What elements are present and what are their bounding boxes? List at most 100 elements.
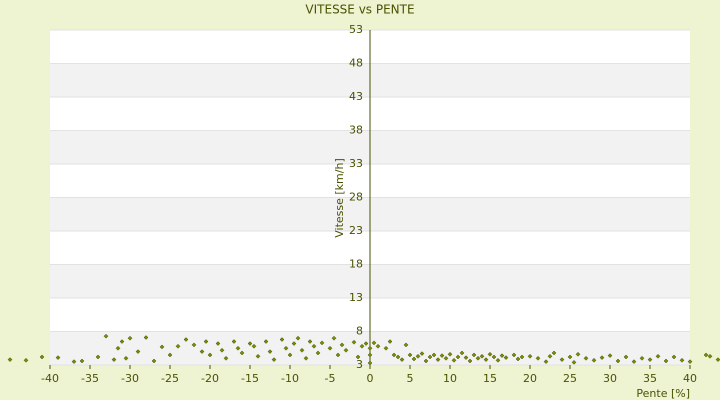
x-tick-label: -5 [325, 372, 336, 385]
point [623, 354, 629, 360]
point [55, 355, 61, 360]
x-tick-label: 15 [483, 372, 497, 385]
point [551, 350, 557, 356]
point [23, 357, 29, 363]
point [663, 358, 669, 364]
chart-title: VITESSE vs PENTE [305, 3, 414, 17]
point [567, 354, 573, 360]
point [519, 354, 525, 360]
point [263, 339, 269, 344]
point [571, 359, 577, 365]
point [395, 354, 401, 360]
x-tick-label: -25 [161, 372, 179, 385]
point [383, 345, 389, 351]
x-tick-label: 5 [407, 372, 414, 385]
point [415, 353, 421, 359]
point [479, 353, 485, 359]
point [655, 353, 661, 359]
point [375, 343, 381, 349]
point [615, 358, 621, 364]
point [299, 347, 305, 353]
point [403, 342, 409, 348]
point [459, 350, 465, 356]
point [315, 350, 321, 356]
point [231, 339, 237, 344]
point [715, 357, 720, 362]
point [463, 355, 469, 360]
x-tick-label: 20 [523, 372, 537, 385]
x-tick-label: 30 [603, 372, 617, 385]
point [639, 355, 645, 361]
x-tick-label: 25 [563, 372, 577, 385]
point [495, 357, 501, 363]
point [143, 335, 149, 340]
y-tick-label: 38 [349, 124, 363, 137]
point [455, 354, 461, 360]
point [527, 353, 533, 359]
point [535, 355, 541, 361]
point [151, 358, 157, 364]
point [267, 349, 273, 354]
x-tick-label: 0 [367, 372, 374, 385]
point [191, 342, 197, 348]
x-tick-label: 10 [443, 372, 457, 385]
point [239, 350, 245, 356]
point [199, 349, 205, 354]
point [647, 357, 653, 362]
point [251, 343, 257, 349]
y-tick-label: 33 [349, 157, 363, 170]
point [407, 352, 413, 358]
point [119, 339, 125, 344]
point [223, 355, 229, 361]
point [303, 355, 309, 361]
point [247, 341, 253, 346]
point [543, 359, 549, 365]
point [447, 351, 453, 357]
point [367, 360, 373, 366]
point [311, 343, 317, 349]
point [583, 355, 589, 361]
point [271, 357, 277, 362]
y-tick-label: 43 [349, 90, 363, 103]
point [487, 351, 493, 357]
point [475, 355, 481, 361]
point [435, 357, 441, 362]
point [371, 340, 377, 346]
y-tick-label: 28 [349, 191, 363, 204]
point [351, 339, 357, 345]
y-tick-label: 48 [349, 57, 363, 70]
point [123, 355, 129, 361]
point [431, 352, 437, 358]
point [175, 343, 181, 349]
point [235, 345, 241, 351]
x-tick-label: -15 [241, 372, 259, 385]
point [439, 353, 445, 358]
point [367, 345, 373, 351]
point [471, 352, 477, 358]
point [427, 354, 433, 360]
point [499, 353, 505, 358]
point [671, 354, 677, 360]
point [707, 353, 713, 359]
point [103, 333, 109, 339]
y-tick-label: 23 [349, 224, 363, 237]
x-tick-label: 40 [683, 372, 697, 385]
y-tick-label: 3 [356, 358, 363, 371]
x-tick-label: -30 [121, 372, 139, 385]
x-tick-label: -40 [41, 372, 59, 385]
point [291, 341, 297, 346]
point [111, 357, 117, 362]
point [39, 354, 45, 360]
point [355, 354, 361, 360]
point [319, 340, 325, 346]
y-tick-label: 13 [349, 291, 363, 304]
x-tick-label: -10 [281, 372, 299, 385]
point [591, 357, 597, 363]
point [575, 351, 581, 357]
point [339, 342, 345, 348]
point [687, 359, 693, 365]
point [399, 357, 405, 362]
point [679, 357, 685, 363]
point [331, 335, 337, 341]
point [167, 352, 173, 358]
